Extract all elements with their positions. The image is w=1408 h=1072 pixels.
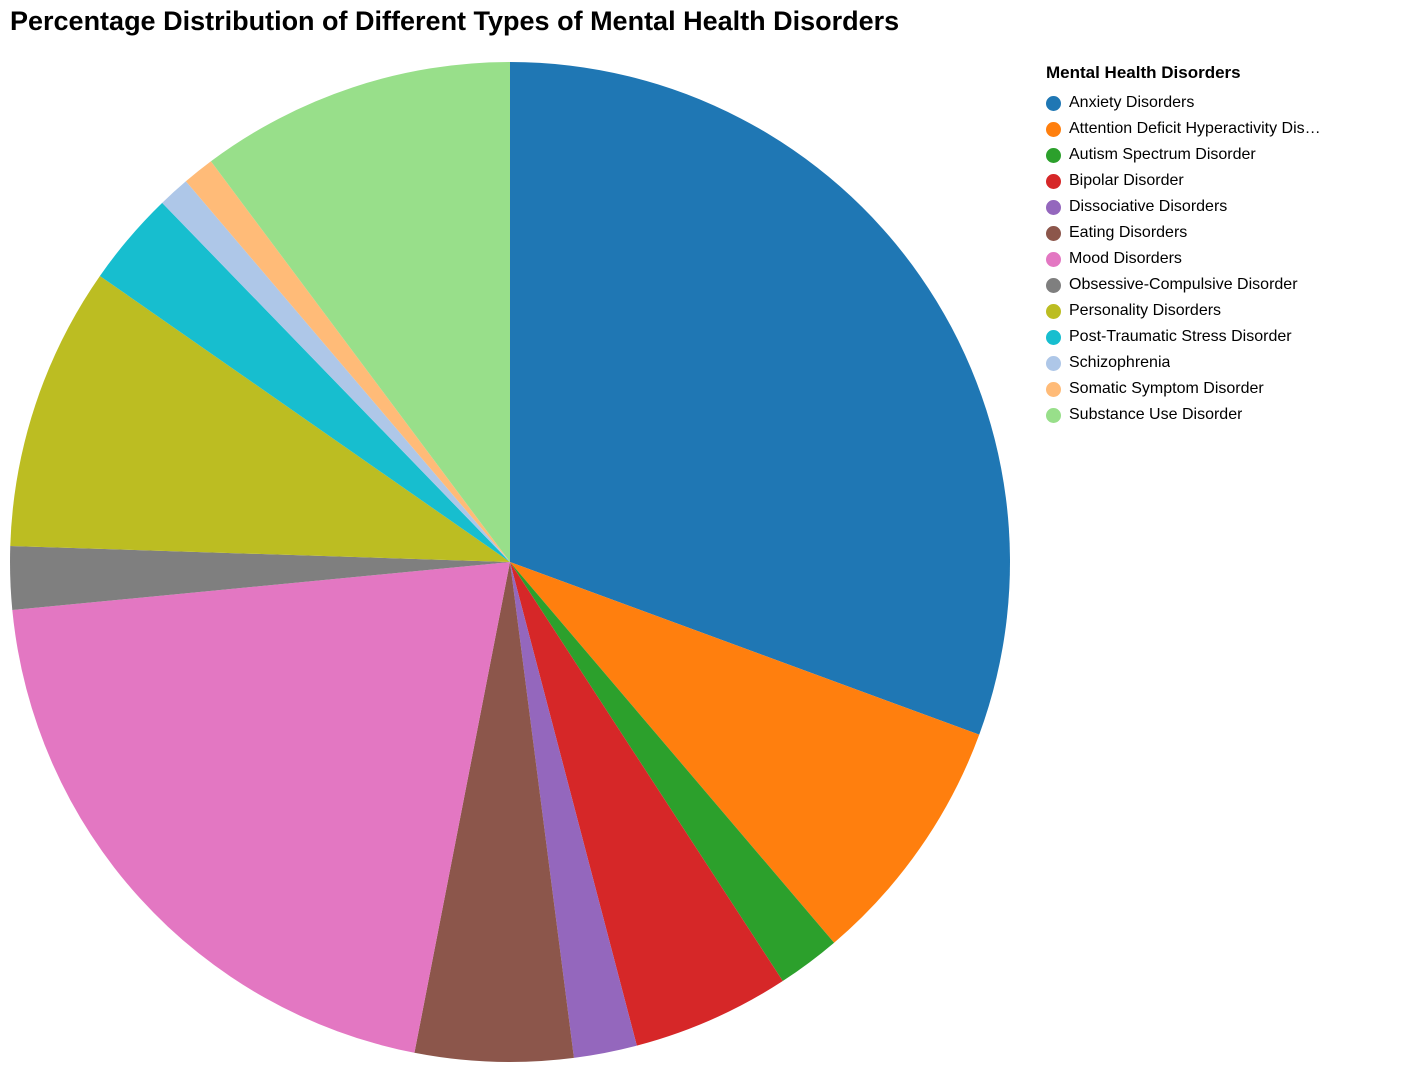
legend-item-mood-disorders[interactable]: Mood Disorders [1046,246,1396,272]
legend-label: Dissociative Disorders [1069,198,1228,215]
legend-title: Mental Health Disorders [1046,63,1241,82]
legend-item-autism-spectrum-disorder[interactable]: Autism Spectrum Disorder [1046,142,1396,168]
legend-label: Schizophrenia [1069,354,1171,371]
pie-slice-obsessive-compulsive-disorder[interactable] [10,545,511,611]
legend-swatch [1046,355,1061,371]
legend-swatch [1046,251,1061,267]
legend-label: Somatic Symptom Disorder [1069,380,1264,397]
chart-title: Percentage Distribution of Different Typ… [10,6,900,36]
legend-item-post-traumatic-stress-disorder[interactable]: Post-Traumatic Stress Disorder [1046,324,1396,350]
pie-slice-anxiety-disorders[interactable] [510,62,1010,735]
legend-swatch [1046,225,1061,241]
pie-slice-personality-disorders[interactable] [10,275,510,562]
legend-item-obsessive-compulsive-disorder[interactable]: Obsessive-Compulsive Disorder [1046,272,1396,298]
legend-item-personality-disorders[interactable]: Personality Disorders [1046,298,1396,324]
pie-slice-eating-disorders[interactable] [414,562,574,1063]
legend-label: Autism Spectrum Disorder [1069,146,1256,163]
pie-slice-mood-disorders[interactable] [12,562,511,1053]
legend-swatch [1046,199,1061,215]
legend-items: Anxiety Disorders Attention Deficit Hyper… [1046,90,1396,428]
legend-swatch [1046,147,1061,163]
legend-label: Mood Disorders [1069,250,1182,267]
legend-item-bipolar-disorder[interactable]: Bipolar Disorder [1046,168,1396,194]
legend-swatch [1046,95,1061,111]
legend-item-somatic-symptom-disorder[interactable]: Somatic Symptom Disorder [1046,376,1396,402]
legend-item-attention-deficit-hyperactivity-disorder[interactable]: Attention Deficit Hyperactivity Dis… [1046,116,1396,142]
pie-slices [10,62,1010,1063]
pie-slice-autism-spectrum-disorder[interactable] [510,562,835,982]
legend-swatch [1046,121,1061,137]
legend-item-anxiety-disorders[interactable]: Anxiety Disorders [1046,90,1396,116]
pie-slice-post-traumatic-stress-disorder[interactable] [99,202,510,562]
legend-item-schizophrenia[interactable]: Schizophrenia [1046,350,1396,376]
legend-label: Substance Use Disorder [1069,406,1243,423]
legend-label: Attention Deficit Hyperactivity Dis… [1069,120,1321,137]
legend-label: Eating Disorders [1069,224,1188,241]
legend-label: Personality Disorders [1069,302,1222,319]
pie-slice-dissociative-disorders[interactable] [510,562,637,1058]
legend-item-substance-use-disorder[interactable]: Substance Use Disorder [1046,402,1396,428]
legend-label: Obsessive-Compulsive Disorder [1069,276,1298,293]
legend-item-dissociative-disorders[interactable]: Dissociative Disorders [1046,194,1396,220]
legend-label: Bipolar Disorder [1069,172,1184,189]
legend: Mental Health Disorders Anxiety Disorder… [1046,62,1396,428]
pie-slice-attention-deficit-hyperactivity-disorder[interactable] [510,562,980,943]
pie-slice-somatic-symptom-disorder[interactable] [185,161,510,563]
pie-slice-schizophrenia[interactable] [162,181,510,562]
pie-slice-bipolar-disorder[interactable] [510,562,783,1046]
pie-chart [10,62,1010,1063]
legend-swatch [1046,173,1061,189]
legend-swatch [1046,329,1061,345]
pie-slice-substance-use-disorder[interactable] [210,62,510,562]
legend-swatch [1046,277,1061,293]
legend-label: Anxiety Disorders [1069,94,1195,111]
legend-swatch [1046,381,1061,397]
legend-swatch [1046,303,1061,319]
legend-swatch [1046,407,1061,423]
legend-label: Post-Traumatic Stress Disorder [1069,328,1292,345]
legend-item-eating-disorders[interactable]: Eating Disorders [1046,220,1396,246]
